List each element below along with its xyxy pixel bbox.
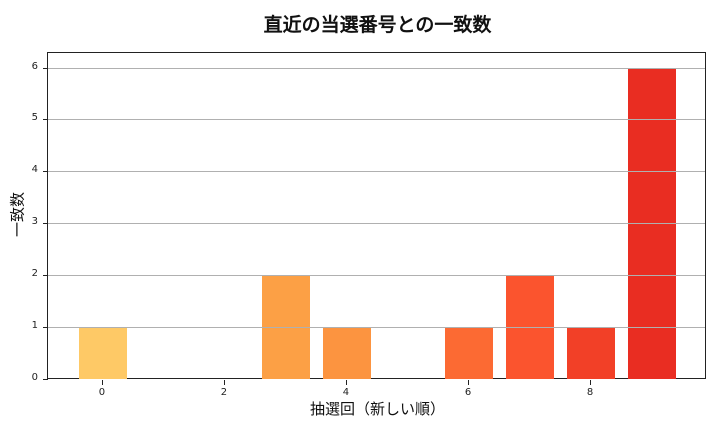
bar-0 (78, 328, 128, 379)
gridline (48, 67, 705, 69)
gridline (48, 275, 705, 277)
bar-4 (322, 328, 372, 379)
y-tick (43, 223, 48, 225)
bar-6 (444, 328, 494, 379)
x-tick-label: 4 (342, 387, 350, 398)
x-tick (590, 380, 592, 385)
y-tick-label: 5 (31, 112, 38, 124)
x-tick-label: 6 (464, 387, 472, 398)
bar-8 (566, 328, 616, 379)
plot-area: 0 1 2 3 4 5 6 0 2 4 6 8 (32, 52, 706, 398)
x-tick (101, 380, 103, 385)
y-tick-label: 2 (31, 268, 38, 280)
x-tick-label: 8 (586, 387, 594, 398)
y-axis-label: 一致数 (8, 192, 27, 238)
y-tick-label: 4 (31, 164, 38, 176)
y-tick (43, 171, 48, 173)
x-tick-label: 0 (98, 387, 106, 398)
gridline (48, 223, 705, 225)
gridline (48, 171, 705, 173)
y-tick-label: 3 (31, 216, 38, 228)
y-tick (43, 67, 48, 69)
x-tick (223, 380, 225, 385)
x-tick (345, 380, 347, 385)
x-tick-label: 2 (220, 387, 228, 398)
y-tick (43, 327, 48, 329)
y-tick-label: 0 (31, 372, 38, 383)
y-tick (43, 119, 48, 121)
y-tick-label: 6 (31, 60, 38, 72)
gridline (48, 119, 705, 121)
y-tick (43, 275, 48, 277)
y-tick (43, 379, 48, 380)
x-axis-label: 抽選回（新しい順） (309, 400, 445, 418)
chart-title: 直近の当選番号との一致数 (263, 14, 492, 36)
y-tick-label: 1 (31, 320, 38, 332)
x-tick (468, 380, 470, 385)
gridline (48, 327, 705, 329)
